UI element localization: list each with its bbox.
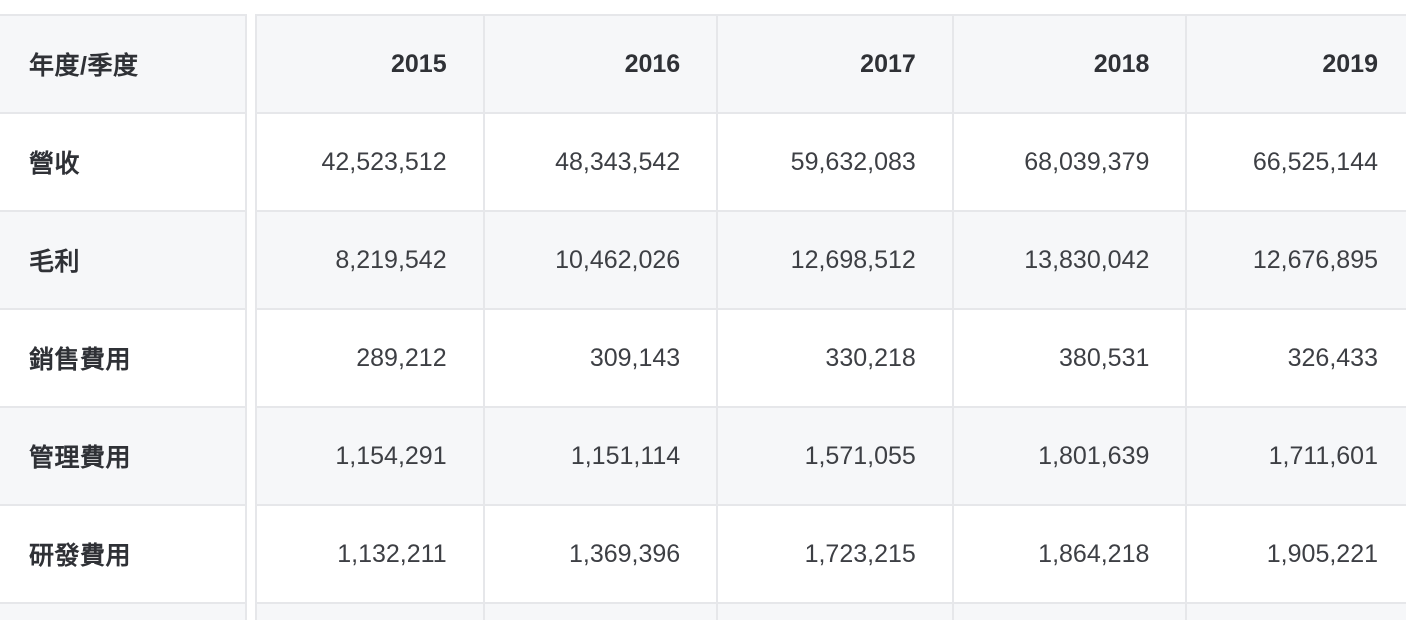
column-header-2017: 2017 bbox=[718, 16, 954, 112]
table-cell-partial bbox=[485, 604, 719, 620]
table-cell: 330,218 bbox=[718, 310, 954, 406]
header-corner-cell: 年度/季度 bbox=[0, 16, 245, 114]
table-row: 42,523,512 48,343,542 59,632,083 68,039,… bbox=[257, 114, 1406, 212]
table-cell: 66,525,144 bbox=[1252, 147, 1378, 176]
row-label-cell-partial bbox=[0, 604, 245, 620]
table-cell-partial bbox=[1187, 604, 1406, 620]
column-header-2019: 2019 bbox=[1322, 49, 1378, 78]
table-cell: 1,711,601 bbox=[1268, 441, 1378, 470]
column-header-2018: 2018 bbox=[954, 16, 1188, 112]
table-cell: 309,143 bbox=[485, 310, 719, 406]
table-cell: 48,343,542 bbox=[485, 114, 719, 210]
table-cell: 1,801,639 bbox=[954, 408, 1188, 504]
table-cell: 1,864,218 bbox=[954, 506, 1188, 602]
row-label-revenue: 營收 bbox=[29, 150, 81, 178]
table-row-partial bbox=[257, 604, 1406, 620]
table-cell: 289,212 bbox=[257, 310, 485, 406]
column-header-2015: 2015 bbox=[257, 16, 485, 112]
table-cell: 12,676,895 bbox=[1252, 245, 1378, 274]
column-header-2016: 2016 bbox=[485, 16, 719, 112]
table-cell: 1,132,211 bbox=[257, 506, 485, 602]
table-row: 1,132,211 1,369,396 1,723,215 1,864,218 … bbox=[257, 506, 1406, 604]
table-cell: 1,723,215 bbox=[718, 506, 954, 602]
table-cell: 12,698,512 bbox=[718, 212, 954, 308]
table-cell: 1,369,396 bbox=[485, 506, 719, 602]
row-label-column: 年度/季度 營收 毛利 銷售費用 管理費用 研發費用 bbox=[0, 14, 247, 620]
row-label-gross-profit: 毛利 bbox=[29, 248, 81, 276]
table-cell: 59,632,083 bbox=[718, 114, 954, 210]
table-cell: 1,905,221 bbox=[1266, 539, 1378, 568]
row-label-rd-expense: 研發費用 bbox=[29, 542, 132, 570]
row-label-admin-expense: 管理費用 bbox=[29, 444, 132, 472]
row-label-cell: 研發費用 bbox=[0, 506, 245, 604]
data-columns[interactable]: 2015 2016 2017 2018 2019 42,523,512 48,3… bbox=[255, 14, 1406, 620]
table-cell: 326,433 bbox=[1287, 343, 1378, 372]
table-row: 8,219,542 10,462,026 12,698,512 13,830,0… bbox=[257, 212, 1406, 310]
table-cell: 68,039,379 bbox=[954, 114, 1188, 210]
header-row: 2015 2016 2017 2018 2019 bbox=[257, 16, 1406, 114]
table-cell: 10,462,026 bbox=[485, 212, 719, 308]
row-label-cell: 管理費用 bbox=[0, 408, 245, 506]
table-cell: 380,531 bbox=[954, 310, 1188, 406]
row-label-cell: 毛利 bbox=[0, 212, 245, 310]
corner-label: 年度/季度 bbox=[29, 52, 139, 80]
table-cell: 1,154,291 bbox=[257, 408, 485, 504]
table-cell: 8,219,542 bbox=[257, 212, 485, 308]
row-label-cell: 營收 bbox=[0, 114, 245, 212]
table-cell: 1,571,055 bbox=[718, 408, 954, 504]
row-label-selling-expense: 銷售費用 bbox=[29, 346, 132, 374]
table-cell: 42,523,512 bbox=[257, 114, 485, 210]
table-cell: 13,830,042 bbox=[954, 212, 1188, 308]
table-row: 1,154,291 1,151,114 1,571,055 1,801,639 … bbox=[257, 408, 1406, 506]
table-cell-partial bbox=[718, 604, 954, 620]
table-cell-partial bbox=[257, 604, 485, 620]
row-label-cell: 銷售費用 bbox=[0, 310, 245, 408]
table-cell: 1,151,114 bbox=[485, 408, 719, 504]
table-cell-partial bbox=[954, 604, 1188, 620]
table-row: 289,212 309,143 330,218 380,531 326,433 bbox=[257, 310, 1406, 408]
